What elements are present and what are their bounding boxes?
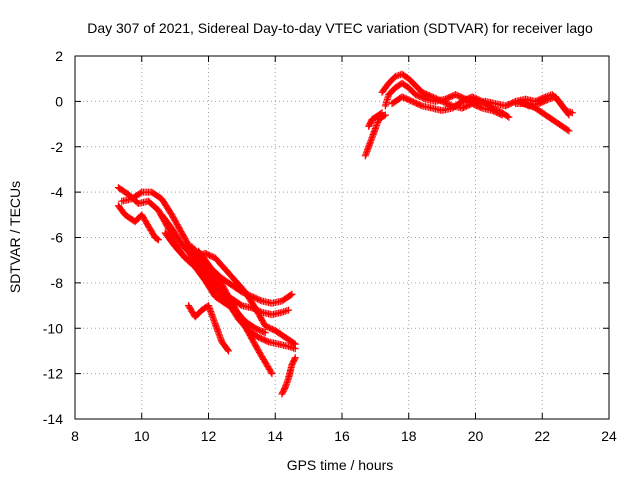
data-point (225, 347, 233, 355)
x-tick-label: 8 (71, 428, 79, 444)
data-point (378, 109, 386, 117)
y-tick-label: -4 (51, 184, 64, 200)
axes: 8 10 12 14 16 18 20 22 24 -14 -12 -10 -8 -6 -4 -2 0 2 (43, 48, 617, 444)
data-point (564, 110, 572, 118)
x-tick-label: 20 (468, 428, 484, 444)
x-tick-label: 22 (534, 428, 550, 444)
data-point (263, 337, 271, 345)
data-points (114, 70, 576, 398)
data-point (268, 370, 276, 378)
data-point (261, 329, 269, 337)
x-tick-label: 24 (601, 428, 617, 444)
data-point (267, 368, 275, 376)
data-point (510, 98, 518, 106)
y-tick-label: -6 (51, 230, 64, 246)
data-point (417, 101, 425, 109)
series-track-11 (365, 109, 386, 130)
data-point (291, 340, 299, 348)
y-axis-label: SDTVAR / TECUs (7, 181, 23, 293)
data-point (290, 339, 298, 347)
data-point (565, 127, 573, 135)
x-tick-label: 10 (134, 428, 150, 444)
x-tick-label: 16 (334, 428, 350, 444)
x-tick-label: 12 (201, 428, 217, 444)
series-track-16 (515, 93, 573, 119)
data-point (153, 235, 161, 243)
series-track-7 (184, 302, 233, 355)
data-point (288, 290, 296, 298)
data-point (565, 111, 573, 119)
series-track-8 (161, 229, 299, 348)
y-tick-label: 0 (55, 93, 63, 109)
y-tick-label: 2 (55, 48, 63, 64)
x-axis-label: GPS time / hours (287, 457, 394, 473)
series-track-14 (388, 93, 513, 121)
data-point (260, 328, 268, 336)
data-point (564, 126, 572, 134)
y-tick-label: -2 (51, 139, 64, 155)
series-track-9 (278, 354, 299, 398)
x-tick-label: 14 (267, 428, 283, 444)
chart-title: Day 307 of 2021, Sidereal Day-to-day VTE… (87, 20, 593, 36)
y-tick-label: -8 (51, 275, 64, 291)
data-point (224, 346, 232, 354)
data-point (291, 354, 299, 362)
data-point (477, 104, 485, 112)
y-tick-label: -12 (43, 366, 63, 382)
data-point (291, 355, 299, 363)
series-track-3 (114, 202, 162, 244)
grid (75, 56, 609, 419)
y-tick-label: -14 (43, 411, 63, 427)
y-tick-label: -10 (43, 320, 63, 336)
data-point (377, 110, 385, 118)
data-point (256, 296, 264, 304)
data-point (154, 236, 162, 244)
data-point (505, 113, 513, 121)
data-point (287, 291, 295, 299)
data-point (285, 306, 293, 314)
series-track-13 (378, 70, 506, 119)
data-point (543, 96, 551, 104)
x-tick-label: 18 (401, 428, 417, 444)
data-point (504, 112, 512, 120)
